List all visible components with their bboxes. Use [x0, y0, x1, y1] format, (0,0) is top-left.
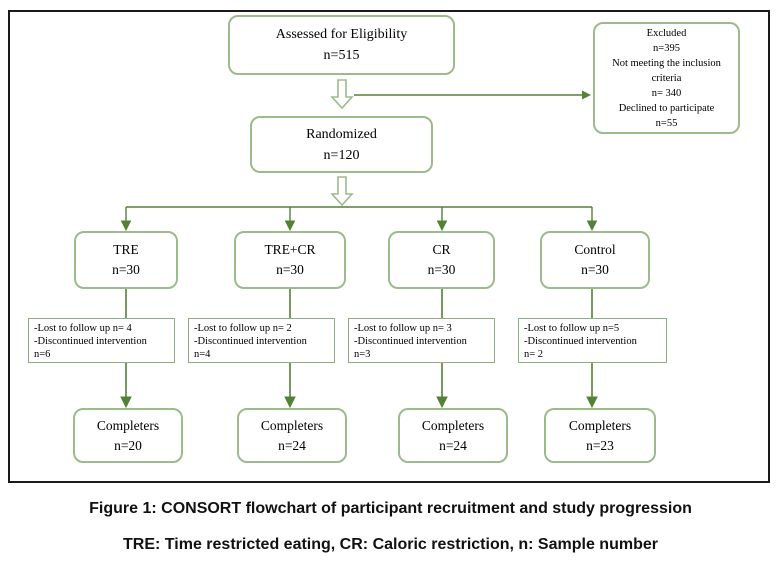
completers-label: Completers [568, 417, 632, 433]
excluded-line: criteria [651, 72, 682, 84]
attrition-line: -Discontinued intervention [194, 336, 307, 347]
hollow-down-arrow-icon [330, 79, 354, 110]
group-connector-lines [120, 288, 598, 409]
flowchart-outer-border [8, 10, 770, 483]
attrition-line: -Discontinued intervention [524, 336, 637, 347]
completers-box-tre: Completers n=20 [73, 408, 183, 463]
randomized-box: Randomized n=120 [250, 116, 433, 173]
attrition-line: n= 2 [524, 349, 544, 360]
attrition-box-cr: -Lost to follow up n= 3 -Discontinued in… [348, 318, 495, 363]
group-n: n=30 [581, 262, 609, 277]
attrition-box-control: -Lost to follow up n=5 -Discontinued int… [518, 318, 667, 363]
solid-arrowhead-icon [436, 396, 448, 409]
group-n: n=30 [112, 262, 140, 277]
group-label: Control [574, 242, 616, 257]
excluded-arrow [354, 90, 591, 100]
group-n: n=30 [427, 262, 456, 277]
excluded-line: n=395 [653, 42, 680, 54]
group-box-tre-cr: TRE+CR n=30 [234, 231, 346, 289]
attrition-box-tre-cr: -Lost to follow up n= 2 -Discontinued in… [188, 318, 335, 363]
excluded-line: n=55 [655, 117, 678, 129]
assessed-box: Assessed for Eligibility n=515 [228, 15, 455, 75]
attrition-line: n=6 [34, 349, 51, 360]
group-box-cr: CR n=30 [388, 231, 495, 289]
attrition-line: -Lost to follow up n=5 [524, 323, 620, 334]
group-label: TRE [113, 242, 139, 257]
attrition-line: n=3 [354, 349, 371, 360]
attrition-line: -Lost to follow up n= 4 [34, 323, 132, 334]
excluded-line: Excluded [646, 27, 687, 39]
group-box-control: Control n=30 [540, 231, 650, 289]
attrition-line: -Lost to follow up n= 3 [354, 323, 452, 334]
randomized-line1: Randomized [306, 126, 377, 142]
excluded-line: n= 340 [651, 87, 682, 99]
attrition-line: -Discontinued intervention [354, 336, 467, 347]
solid-arrowhead-icon [120, 220, 132, 232]
attrition-line: -Lost to follow up n= 2 [194, 323, 292, 334]
attrition-line: n=4 [194, 349, 211, 360]
assessed-line1: Assessed for Eligibility [275, 27, 408, 42]
attrition-box-tre: -Lost to follow up n= 4 -Discontinued in… [28, 318, 175, 363]
figure-caption-line1: Figure 1: CONSORT flowchart of participa… [89, 500, 692, 517]
solid-arrowhead-icon [436, 220, 448, 232]
completers-label: Completers [421, 417, 485, 433]
completers-n: n=24 [439, 437, 467, 453]
solid-arrowhead-icon [586, 396, 598, 409]
figure-caption-line2: TRE: Time restricted eating, CR: Caloric… [123, 536, 658, 553]
group-label: TRE+CR [264, 242, 316, 257]
completers-n: n=20 [114, 437, 142, 453]
solid-arrowhead-icon [284, 220, 296, 232]
completers-n: n=23 [586, 437, 614, 453]
assessed-line2: n=515 [323, 48, 360, 63]
solid-arrowhead-icon [582, 90, 591, 100]
excluded-line: Not meeting the inclusion [612, 57, 721, 69]
group-box-tre: TRE n=30 [74, 231, 178, 289]
completers-label: Completers [260, 417, 324, 433]
completers-n: n=24 [278, 437, 306, 453]
solid-arrowhead-icon [586, 220, 598, 232]
completers-label: Completers [96, 417, 160, 433]
hollow-down-arrow-icon [330, 176, 354, 207]
excluded-box: Excluded n=395 Not meeting the inclusion… [593, 22, 740, 134]
attrition-line: -Discontinued intervention [34, 336, 147, 347]
randomized-line2: n=120 [323, 147, 360, 163]
solid-arrowhead-icon [120, 396, 132, 409]
excluded-line: Declined to participate [618, 102, 715, 114]
group-label: CR [432, 242, 451, 257]
group-n: n=30 [276, 262, 304, 277]
completers-box-control: Completers n=23 [544, 408, 656, 463]
completers-box-cr: Completers n=24 [398, 408, 508, 463]
solid-arrowhead-icon [284, 396, 296, 409]
completers-box-tre-cr: Completers n=24 [237, 408, 347, 463]
branch-drop-arrows [120, 207, 598, 232]
